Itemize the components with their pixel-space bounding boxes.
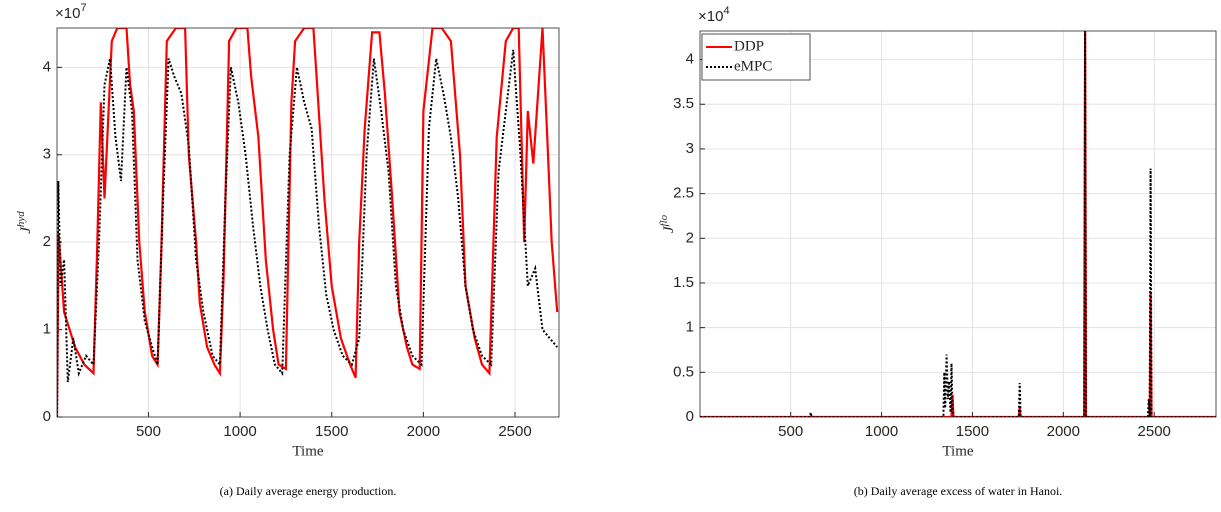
y-tick-label: 0.5	[673, 363, 694, 380]
legend-box	[701, 33, 811, 81]
y-axis-label-base: J	[18, 226, 34, 234]
caption: (a) Daily average energy production.	[220, 484, 397, 498]
y-tick-label: 3	[686, 140, 694, 157]
y-multiplier: ×107	[55, 2, 87, 22]
x-tick-label: 500	[778, 423, 803, 440]
caption: (b) Daily average excess of water in Han…	[854, 484, 1063, 498]
y-multiplier-base: ×10	[698, 8, 723, 25]
legend-label: DDP	[734, 38, 764, 54]
y-axis-label: Jhyd	[15, 211, 35, 234]
y-multiplier-base: ×10	[55, 5, 80, 22]
y-tick-label: 3.5	[673, 95, 694, 112]
y-tick-label: 4	[686, 51, 694, 68]
y-tick-label: 2.5	[673, 185, 694, 202]
x-tick-label: 500	[136, 423, 161, 440]
x-tick-label: 1500	[956, 423, 989, 440]
plot-area	[57, 28, 559, 417]
y-multiplier: ×104	[698, 5, 730, 25]
data-line	[700, 31, 1216, 417]
y-tick-label: 1.5	[673, 274, 694, 291]
data-line	[57, 49, 558, 417]
legend-label: eMPC	[734, 58, 772, 74]
y-axis-label-sup: hyd	[15, 211, 27, 227]
y-axis-label-sup: flo	[658, 214, 670, 226]
x-tick-label: 1000	[223, 423, 256, 440]
y-tick-label: 1	[43, 321, 51, 338]
y-tick-label: 0	[43, 408, 51, 425]
y-multiplier-exp: 4	[723, 5, 729, 17]
data-line	[57, 28, 559, 417]
y-multiplier-exp: 7	[80, 2, 86, 14]
x-tick-label: 2000	[407, 423, 440, 440]
plot-area	[700, 31, 1216, 417]
x-tick-label: 2500	[1138, 423, 1171, 440]
axes-box	[56, 27, 560, 418]
y-tick-label: 0	[686, 408, 694, 425]
x-tick-label: 2500	[498, 423, 531, 440]
y-axis-label-base: J	[661, 225, 677, 233]
y-axis-label: Jflo	[658, 214, 678, 233]
x-axis-label: Time	[942, 443, 973, 459]
x-axis-label: Time	[292, 443, 323, 459]
axes-box	[699, 30, 1217, 418]
x-tick-label: 2000	[1047, 423, 1080, 440]
y-tick-label: 4	[43, 58, 51, 75]
x-tick-label: 1500	[315, 423, 348, 440]
y-tick-label: 3	[43, 146, 51, 163]
y-tick-label: 2	[686, 229, 694, 246]
y-tick-label: 1	[686, 319, 694, 336]
y-tick-label: 2	[43, 233, 51, 250]
x-tick-label: 1000	[865, 423, 898, 440]
